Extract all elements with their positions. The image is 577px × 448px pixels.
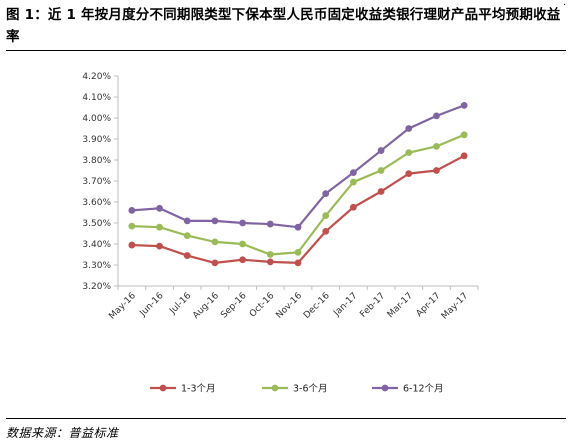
data-point xyxy=(239,240,247,248)
x-tick-label: Jul-16 xyxy=(167,291,193,317)
y-tick-label: 4.00% xyxy=(82,114,111,124)
x-tick-label: Jan-17 xyxy=(332,291,360,319)
data-point xyxy=(239,219,247,227)
series-line-6-12个月 xyxy=(131,104,465,229)
y-tick-label: 3.30% xyxy=(82,261,111,271)
data-point xyxy=(183,232,191,240)
x-tick-label: Apr-17 xyxy=(415,291,443,319)
data-point xyxy=(183,252,191,259)
y-tick-label: 3.90% xyxy=(82,135,111,145)
data-point xyxy=(156,204,163,212)
data-point xyxy=(460,102,468,109)
legend-label: 1-3个月 xyxy=(181,384,216,395)
y-tick-label: 3.70% xyxy=(82,177,111,187)
data-point xyxy=(128,241,136,249)
data-point xyxy=(377,167,385,174)
series-line-3-6个月 xyxy=(131,133,465,256)
data-point xyxy=(211,259,219,267)
legend-swatch-marker xyxy=(271,384,279,392)
series-line-1-3个月 xyxy=(131,154,465,264)
legend-swatch-marker xyxy=(381,384,389,392)
data-point xyxy=(322,228,330,235)
data-point xyxy=(156,223,163,231)
x-tick-label: May-17 xyxy=(440,291,471,322)
data-point xyxy=(239,256,247,264)
data-point xyxy=(266,251,274,258)
data-point xyxy=(433,142,440,150)
y-tick-label: 3.20% xyxy=(82,282,111,292)
y-tick-label: 3.50% xyxy=(82,219,111,229)
y-tick-label: 4.20% xyxy=(82,72,111,82)
x-tick-label: Sep-16 xyxy=(219,291,249,321)
data-point xyxy=(322,212,330,220)
x-tick-label: Feb-17 xyxy=(358,291,387,320)
bottom-rule xyxy=(6,418,566,419)
chart-legend: 1-3个月 3-6个月 6-12个月 xyxy=(150,384,444,395)
figure-title: 图 1：近 1 年按月度分不同期限类型下保本型人民币固定收益类银行理财产品平均预… xyxy=(6,7,561,45)
source-note: 数据来源：普益标准 xyxy=(6,426,119,440)
legend-label: 3-6个月 xyxy=(293,384,328,395)
x-tick-label: Mar-17 xyxy=(386,291,415,320)
data-point xyxy=(377,188,385,195)
data-point xyxy=(266,258,274,266)
top-rule xyxy=(6,50,566,51)
data-point xyxy=(294,223,302,231)
data-point xyxy=(405,170,413,178)
x-tick-label: Jun-16 xyxy=(138,291,166,319)
x-tick-label: Dec-16 xyxy=(302,291,332,321)
x-tick-label: Oct-16 xyxy=(248,291,277,320)
x-tick-label: May-16 xyxy=(107,291,138,322)
data-point xyxy=(405,149,413,157)
chart-series xyxy=(128,102,468,267)
y-tick-label: 4.10% xyxy=(82,93,111,103)
data-point xyxy=(211,238,219,246)
data-point xyxy=(156,242,163,250)
data-point xyxy=(433,167,440,174)
data-point xyxy=(460,152,468,160)
y-tick-label: 3.80% xyxy=(82,156,111,166)
data-point xyxy=(349,178,357,186)
data-point xyxy=(349,169,357,177)
data-point xyxy=(433,112,440,120)
x-tick-label: Nov-16 xyxy=(274,291,304,321)
legend-swatch-marker xyxy=(159,384,167,392)
data-point xyxy=(294,259,302,267)
legend-label: 6-12个月 xyxy=(403,384,444,395)
data-point xyxy=(211,217,219,225)
data-point xyxy=(294,249,302,256)
data-point xyxy=(349,203,357,211)
y-tick-label: 3.40% xyxy=(82,240,111,250)
data-point xyxy=(405,125,413,132)
data-point xyxy=(377,147,385,154)
data-point xyxy=(266,220,274,228)
data-point xyxy=(183,217,191,225)
data-point xyxy=(460,131,468,139)
data-point xyxy=(128,222,136,230)
data-point xyxy=(322,190,330,198)
corner-mark: · xyxy=(563,0,567,11)
y-axis-ticks: 3.20% 3.30% 3.40% 3.50% 3.60% 3.70% 3.80% 3.90%… xyxy=(82,72,118,292)
data-point xyxy=(128,207,136,214)
y-tick-label: 3.60% xyxy=(82,198,111,208)
x-tick-label: Aug-16 xyxy=(191,291,221,321)
